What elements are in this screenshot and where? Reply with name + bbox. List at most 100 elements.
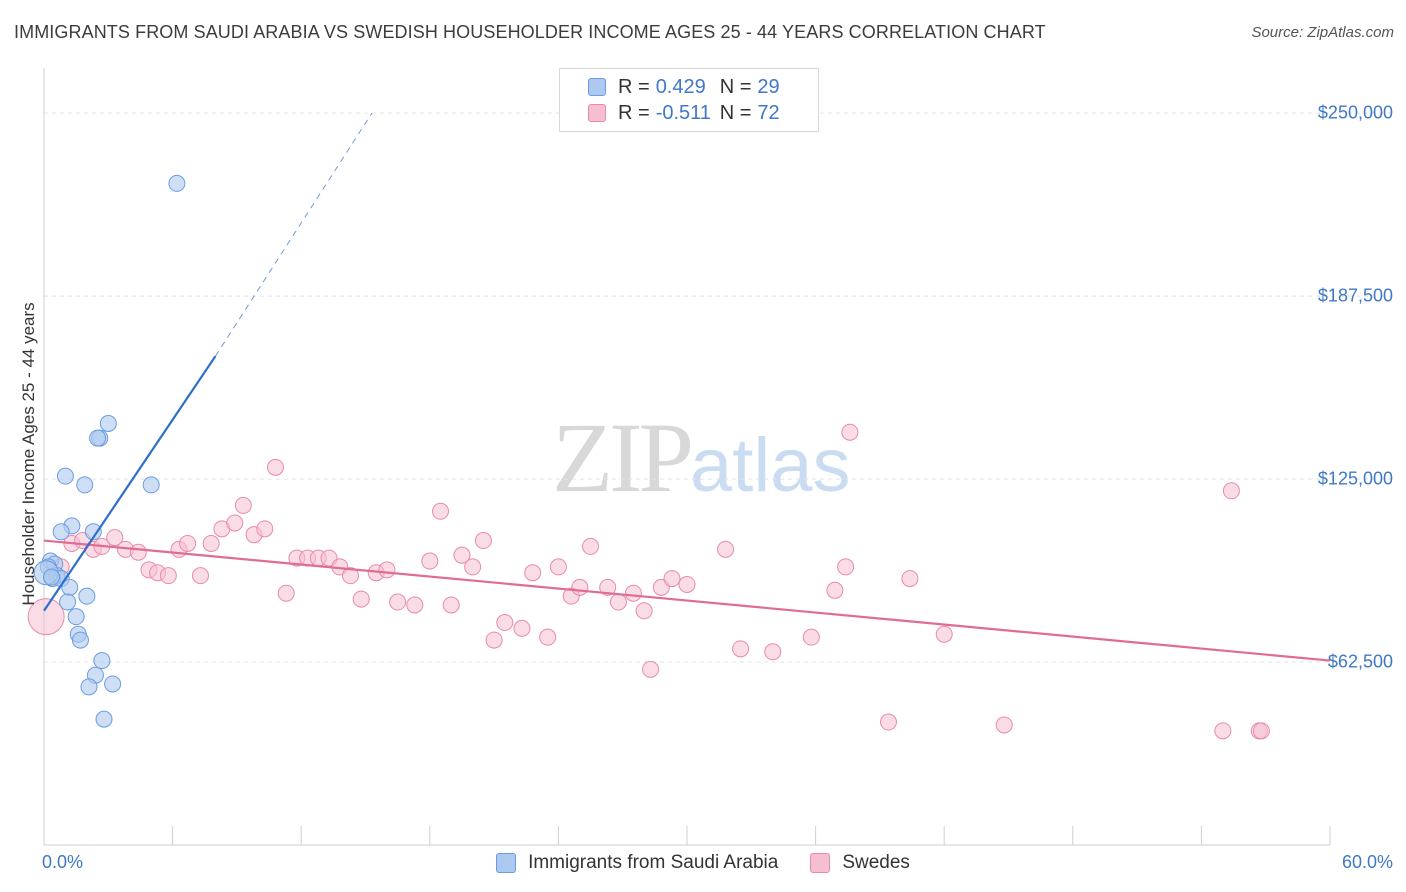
blue-swatch-icon [588,78,606,96]
saudi-arabia-point [78,587,96,605]
blue-swatch-icon [496,853,517,873]
swedes-point [582,537,600,555]
legend-row-swedes: R = -0.511 N = 72 [588,100,780,126]
saudi-arabia-point [99,414,117,432]
y-axis-label: Householder Income Ages 25 - 44 years [19,302,38,606]
swedes-point [599,578,617,596]
swedes-point [1222,482,1240,500]
saudi-arabia-point [52,523,70,541]
swedes-point [234,496,252,514]
swedes-point [464,558,482,576]
swedes-point [496,614,514,632]
saudi-arabia-points [33,174,186,728]
swedes-trend-line [43,539,1331,662]
x-tick-label-min: 0.0% [42,852,84,872]
saudi-arabia-point [95,710,113,728]
swedes-point [826,581,844,599]
trend-lines [43,112,1331,662]
swedes-point [277,584,295,602]
swedes-point [732,640,750,658]
correlation-legend: R = 0.429 N = 29 R = -0.511 N = 72 [559,68,819,132]
swedes-point [442,596,460,614]
n-value: 72 [757,101,780,124]
swedes-point [378,561,396,579]
swedes-points [27,423,1270,740]
swedes-point [406,596,424,614]
saudi-arabia-point [168,174,186,192]
swedes-point [453,546,471,564]
swedes-point [524,564,542,582]
r-value: -0.511 [655,101,711,124]
axes [43,68,1331,846]
saudi-arabia-point [43,568,61,586]
swedes-point [549,558,567,576]
swedes-point [389,593,407,611]
swedes-point [421,552,439,570]
swedes-point [106,529,124,547]
legend-item-swedes[interactable]: Swedes [810,852,910,874]
y-tick-label: $250,000 [1317,102,1393,123]
saudi-arabia-trend-line [43,355,217,612]
watermark-atlas: atlas [690,423,851,508]
watermark-zip: ZIP [552,402,694,513]
swedes-point [609,593,627,611]
swedes-point [129,543,147,561]
saudi-arabia-point [93,652,111,670]
swedes-point [191,567,209,585]
saudi-arabia-point [67,608,85,626]
legend-item-saudi-arabia[interactable]: Immigrants from Saudi Arabia [496,852,778,874]
swedes-point [663,570,681,588]
pink-swatch-icon [588,104,606,122]
r-label: R = [618,101,650,124]
saudi-arabia-point [89,429,107,447]
n-value: 29 [757,75,780,98]
source-credit: Source: ZipAtlas.com [1251,24,1394,41]
y-tick-label: $125,000 [1317,468,1393,489]
swedes-point [202,534,220,552]
swedes-point [485,631,503,649]
saudi-arabia-point [142,476,160,494]
saudi-arabia-trend-extension [215,112,373,357]
saudi-arabia-point [76,476,94,494]
swedes-point [571,578,589,596]
chart-title: IMMIGRANTS FROM SAUDI ARABIA VS SWEDISH … [14,22,1046,42]
pink-swatch-icon [810,853,831,873]
swedes-point [1214,722,1232,740]
r-label: R = [618,75,650,98]
swedes-point [717,540,735,558]
saudi-arabia-point [59,593,77,611]
x-tick-label-max: 60.0% [1341,852,1393,872]
swedes-point [27,598,65,636]
saudi-arabia-point [56,467,74,485]
legend-row-saudi-arabia: R = 0.429 N = 29 [588,74,780,100]
swedes-point [802,628,820,646]
watermark: ZIPatlas [552,400,851,515]
legend-label: Immigrants from Saudi Arabia [528,852,779,873]
swedes-point [764,643,782,661]
swedes-point [352,590,370,608]
n-label: N = [719,75,752,98]
swedes-point [159,567,177,585]
swedes-point [432,502,450,520]
y-tick-label: $62,500 [1327,651,1393,672]
series-legend: Immigrants from Saudi Arabia Swedes [0,852,1406,874]
swedes-point [901,570,919,588]
swedes-point [266,458,284,476]
swedes-point [642,660,660,678]
swedes-point [341,567,359,585]
swedes-point [226,514,244,532]
swedes-point [539,628,557,646]
n-label: N = [719,101,752,124]
saudi-arabia-point [84,523,102,541]
saudi-arabia-point [80,678,98,696]
swedes-point [837,558,855,576]
swedes-point [879,713,897,731]
swedes-point [935,625,953,643]
swedes-point [474,532,492,550]
swedes-point [995,716,1013,734]
swedes-point [513,619,531,637]
swedes-point [256,520,274,538]
saudi-arabia-point [71,631,89,649]
legend-label: Swedes [842,852,910,873]
swedes-point [179,534,197,552]
